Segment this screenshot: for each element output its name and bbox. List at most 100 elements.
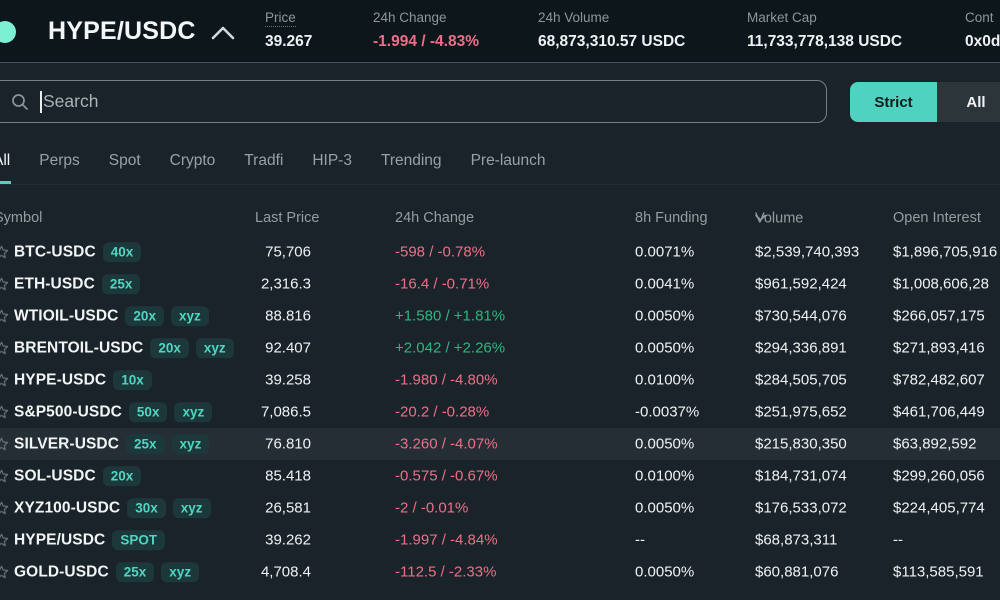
change-cell: -0.575 / -0.67% <box>395 467 498 485</box>
open-interest-cell: $63,892,592 <box>893 435 977 453</box>
tab-tradfi[interactable]: Tradfi <box>243 140 284 184</box>
market-row[interactable]: SILVER-USDC 25x xyz 76.810 -3.260 / -4.07% 0.… <box>0 428 1000 460</box>
favorite-star-icon[interactable] <box>0 501 9 515</box>
symbol-cell: GOLD-USDC 25x xyz <box>14 562 200 582</box>
symbol-name: BTC-USDC <box>14 243 96 260</box>
tab-all[interactable]: All <box>0 140 12 184</box>
favorite-star-icon[interactable] <box>0 405 9 419</box>
last-price-cell: 85.418 <box>265 467 311 485</box>
pair-title: HYPE/USDC <box>48 16 196 45</box>
search-icon <box>12 93 28 110</box>
symbol-cell: HYPE-USDC 10x <box>14 370 152 390</box>
funding-cell: 0.0041% <box>635 275 695 293</box>
change-cell: -1.980 / -4.80% <box>395 371 498 389</box>
tab-crypto[interactable]: Crypto <box>169 140 217 184</box>
favorite-star-icon[interactable] <box>0 437 9 451</box>
stat-value: 0x0d <box>965 33 1000 50</box>
leverage-badge: 25x <box>126 434 165 454</box>
funding-cell: 0.0050% <box>635 499 695 517</box>
symbol-cell: ETH-USDC 25x <box>14 274 141 294</box>
volume-cell: $68,873,311 <box>755 531 838 549</box>
hype-token-logo-icon <box>0 21 16 43</box>
market-row[interactable]: XYZ100-USDC 30x xyz 26,581 -2 / -0.01% 0.0050… <box>0 492 1000 524</box>
pair-stats: Price 39.267 24h Change -1.994 / -4.83% 24h … <box>0 0 1000 62</box>
pair-header: HYPE/USDC Price 39.267 24h Change -1.994 / … <box>0 0 1000 63</box>
last-price-cell: 88.816 <box>265 307 311 325</box>
tab-pre-launch[interactable]: Pre-launch <box>470 140 547 184</box>
change-cell: -1.997 / -4.84% <box>395 531 498 549</box>
sort-chevron-down-icon <box>755 214 766 221</box>
market-row[interactable]: SOL-USDC 20x 85.418 -0.575 / -0.67% 0.0100% $… <box>0 460 1000 492</box>
last-price-cell: 39.262 <box>265 531 311 549</box>
symbol-cell: XYZ100-USDC 30x xyz <box>14 498 211 518</box>
open-interest-cell: $224,405,774 <box>893 499 985 517</box>
market-row[interactable]: GOLD-USDC 25x xyz 4,708.4 -112.5 / -2.33% 0.0… <box>0 556 1000 588</box>
chevron-up-icon[interactable] <box>210 25 236 41</box>
funding-cell: 0.0100% <box>635 371 695 389</box>
volume-cell: $215,830,350 <box>755 435 847 453</box>
funding-cell: 0.0071% <box>635 243 695 261</box>
column-header-last-price[interactable]: Last Price <box>255 210 320 226</box>
leverage-badge: 25x <box>115 562 155 582</box>
market-row[interactable]: WTIOIL-USDC 20x xyz 88.816 +1.580 / +1.81% 0.… <box>0 300 1000 332</box>
market-row[interactable]: S&P500-USDC 50x xyz 7,086.5 -20.2 / -0.28% -0… <box>0 396 1000 428</box>
change-cell: -2 / -0.01% <box>395 499 469 517</box>
leverage-badge: 20x <box>125 306 164 326</box>
category-tabs: All Perps Spot Crypto Tradfi HIP-3 Trending Pre… <box>0 140 1000 185</box>
leverage-badge: 10x <box>113 370 152 390</box>
favorite-star-icon[interactable] <box>0 309 9 323</box>
favorite-star-icon[interactable] <box>0 469 9 483</box>
favorite-star-icon[interactable] <box>0 277 9 291</box>
funding-cell: 0.0100% <box>635 467 695 485</box>
xyz-badge: xyz <box>172 498 211 518</box>
market-row[interactable]: HYPE-USDC 10x 39.258 -1.980 / -4.80% 0.0100%… <box>0 364 1000 396</box>
favorite-star-icon[interactable] <box>0 341 9 355</box>
favorite-star-icon[interactable] <box>0 565 9 579</box>
market-row[interactable]: BRENTOIL-USDC 20x xyz 92.407 +2.042 / +2.26%… <box>0 332 1000 364</box>
symbol-name: HYPE/USDC <box>14 531 106 548</box>
tab-trending[interactable]: Trending <box>380 140 443 184</box>
tab-perps[interactable]: Perps <box>38 140 81 184</box>
column-header-symbol[interactable]: Symbol <box>0 210 43 226</box>
pair-selector[interactable]: HYPE/USDC <box>0 0 236 62</box>
all-toggle-button[interactable]: All <box>937 82 1000 122</box>
tab-label: HIP-3 <box>312 151 352 169</box>
stat-label: 24h Volume <box>538 10 610 25</box>
symbol-cell: BTC-USDC 40x <box>14 242 142 262</box>
column-header-open-interest[interactable]: Open Interest <box>893 210 981 226</box>
strict-toggle-button[interactable]: Strict <box>850 82 937 122</box>
xyz-badge: xyz <box>171 434 210 454</box>
tab-hip-3[interactable]: HIP-3 <box>311 140 353 184</box>
leverage-badge: 25x <box>101 274 141 294</box>
open-interest-cell: $1,008,606,28 <box>893 275 989 293</box>
market-row[interactable]: ETH-USDC 25x 2,316.3 -16.4 / -0.71% 0.0041% $… <box>0 268 1000 300</box>
funding-cell: -0.0037% <box>635 403 700 421</box>
favorite-star-icon[interactable] <box>0 245 9 259</box>
change-cell: -16.4 / -0.71% <box>395 275 490 293</box>
funding-cell: 0.0050% <box>635 339 695 357</box>
column-header-8h-funding[interactable]: 8h Funding <box>635 210 708 226</box>
search-input[interactable]: Search <box>0 80 827 123</box>
favorite-star-icon[interactable] <box>0 533 9 547</box>
market-row[interactable]: HYPE/USDC SPOT 39.262 -1.997 / -4.84% -- $68,… <box>0 524 1000 556</box>
symbol-name: SOL-USDC <box>14 467 96 484</box>
change-cell: +2.042 / +2.26% <box>395 339 506 357</box>
favorite-star-icon[interactable] <box>0 373 9 387</box>
volume-cell: $251,975,652 <box>755 403 847 421</box>
funding-cell: 0.0050% <box>635 563 695 581</box>
xyz-badge: xyz <box>174 402 213 422</box>
tab-spot[interactable]: Spot <box>108 140 142 184</box>
symbol-name: S&P500-USDC <box>14 403 122 420</box>
spot-badge: SPOT <box>112 530 166 550</box>
last-price-cell: 92.407 <box>265 339 311 357</box>
stat-label: Market Cap <box>747 10 817 25</box>
volume-cell: $2,539,740,393 <box>755 243 860 261</box>
funding-cell: 0.0050% <box>635 435 695 453</box>
change-cell: -20.2 / -0.28% <box>395 403 490 421</box>
column-header-volume[interactable]: Volume <box>755 210 804 226</box>
column-header-24h-change[interactable]: 24h Change <box>395 210 475 226</box>
stat-value: 39.267 <box>265 33 313 50</box>
symbol-name: HYPE-USDC <box>14 371 107 388</box>
market-row[interactable]: BTC-USDC 40x 75,706 -598 / -0.78% 0.0071% $2,… <box>0 236 1000 268</box>
